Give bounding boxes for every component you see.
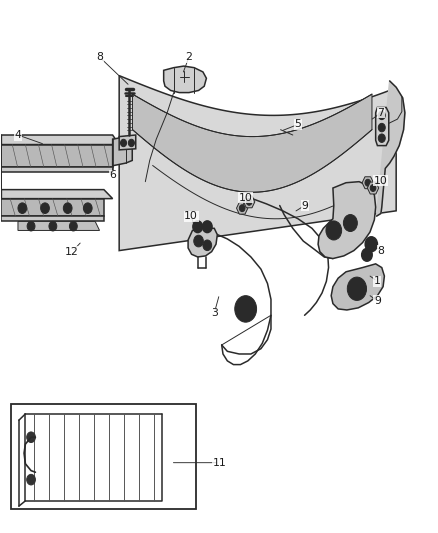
Circle shape bbox=[27, 221, 35, 231]
Circle shape bbox=[120, 139, 126, 147]
Polygon shape bbox=[119, 76, 395, 251]
Polygon shape bbox=[330, 264, 384, 310]
Circle shape bbox=[41, 203, 49, 214]
Text: 10: 10 bbox=[238, 192, 252, 203]
Circle shape bbox=[69, 221, 77, 231]
Circle shape bbox=[369, 184, 375, 191]
Polygon shape bbox=[1, 190, 113, 199]
Polygon shape bbox=[367, 182, 378, 194]
Circle shape bbox=[346, 219, 353, 227]
Circle shape bbox=[364, 179, 370, 186]
Polygon shape bbox=[163, 66, 206, 93]
Circle shape bbox=[240, 303, 251, 316]
Circle shape bbox=[246, 198, 251, 205]
Polygon shape bbox=[361, 177, 373, 189]
Text: 8: 8 bbox=[377, 246, 383, 256]
Polygon shape bbox=[375, 108, 388, 146]
Circle shape bbox=[367, 240, 374, 248]
Polygon shape bbox=[1, 144, 113, 167]
Text: 11: 11 bbox=[212, 458, 226, 467]
Text: 5: 5 bbox=[294, 119, 301, 130]
Text: 3: 3 bbox=[210, 308, 217, 318]
Circle shape bbox=[204, 223, 209, 230]
Circle shape bbox=[193, 235, 203, 247]
Text: 12: 12 bbox=[65, 247, 79, 257]
Circle shape bbox=[27, 432, 35, 442]
Circle shape bbox=[192, 221, 202, 232]
Circle shape bbox=[378, 123, 385, 132]
Circle shape bbox=[27, 474, 35, 485]
Polygon shape bbox=[18, 221, 99, 230]
Circle shape bbox=[202, 221, 212, 232]
Circle shape bbox=[378, 134, 385, 142]
Text: 8: 8 bbox=[96, 52, 103, 62]
Bar bbox=[11, 405, 196, 510]
Circle shape bbox=[329, 225, 337, 235]
Polygon shape bbox=[1, 216, 104, 221]
Circle shape bbox=[202, 240, 211, 251]
Circle shape bbox=[239, 205, 244, 212]
Circle shape bbox=[18, 203, 27, 214]
Text: 6: 6 bbox=[109, 171, 116, 180]
Polygon shape bbox=[1, 135, 119, 144]
Polygon shape bbox=[236, 202, 247, 214]
Text: 2: 2 bbox=[185, 52, 192, 62]
Text: 4: 4 bbox=[14, 130, 21, 140]
Circle shape bbox=[378, 111, 385, 119]
Polygon shape bbox=[376, 81, 404, 216]
Polygon shape bbox=[113, 136, 132, 166]
Circle shape bbox=[128, 139, 134, 147]
Circle shape bbox=[49, 221, 57, 231]
Circle shape bbox=[346, 277, 366, 301]
Circle shape bbox=[234, 296, 256, 322]
Circle shape bbox=[83, 203, 92, 214]
Circle shape bbox=[325, 221, 341, 240]
Circle shape bbox=[351, 282, 361, 295]
Polygon shape bbox=[187, 228, 217, 257]
Polygon shape bbox=[119, 135, 135, 150]
Text: 10: 10 bbox=[184, 211, 198, 221]
Polygon shape bbox=[243, 196, 254, 208]
Circle shape bbox=[363, 252, 369, 259]
Text: 10: 10 bbox=[373, 175, 387, 185]
Text: 1: 1 bbox=[373, 276, 380, 286]
Circle shape bbox=[343, 215, 357, 231]
Polygon shape bbox=[132, 94, 371, 192]
Polygon shape bbox=[318, 182, 375, 259]
Circle shape bbox=[364, 237, 377, 252]
Polygon shape bbox=[1, 199, 104, 216]
Text: 9: 9 bbox=[300, 200, 307, 211]
Circle shape bbox=[63, 203, 72, 214]
Text: 7: 7 bbox=[377, 108, 383, 118]
Polygon shape bbox=[1, 167, 113, 172]
Circle shape bbox=[194, 223, 200, 230]
Text: 9: 9 bbox=[373, 296, 380, 306]
Circle shape bbox=[361, 248, 371, 261]
